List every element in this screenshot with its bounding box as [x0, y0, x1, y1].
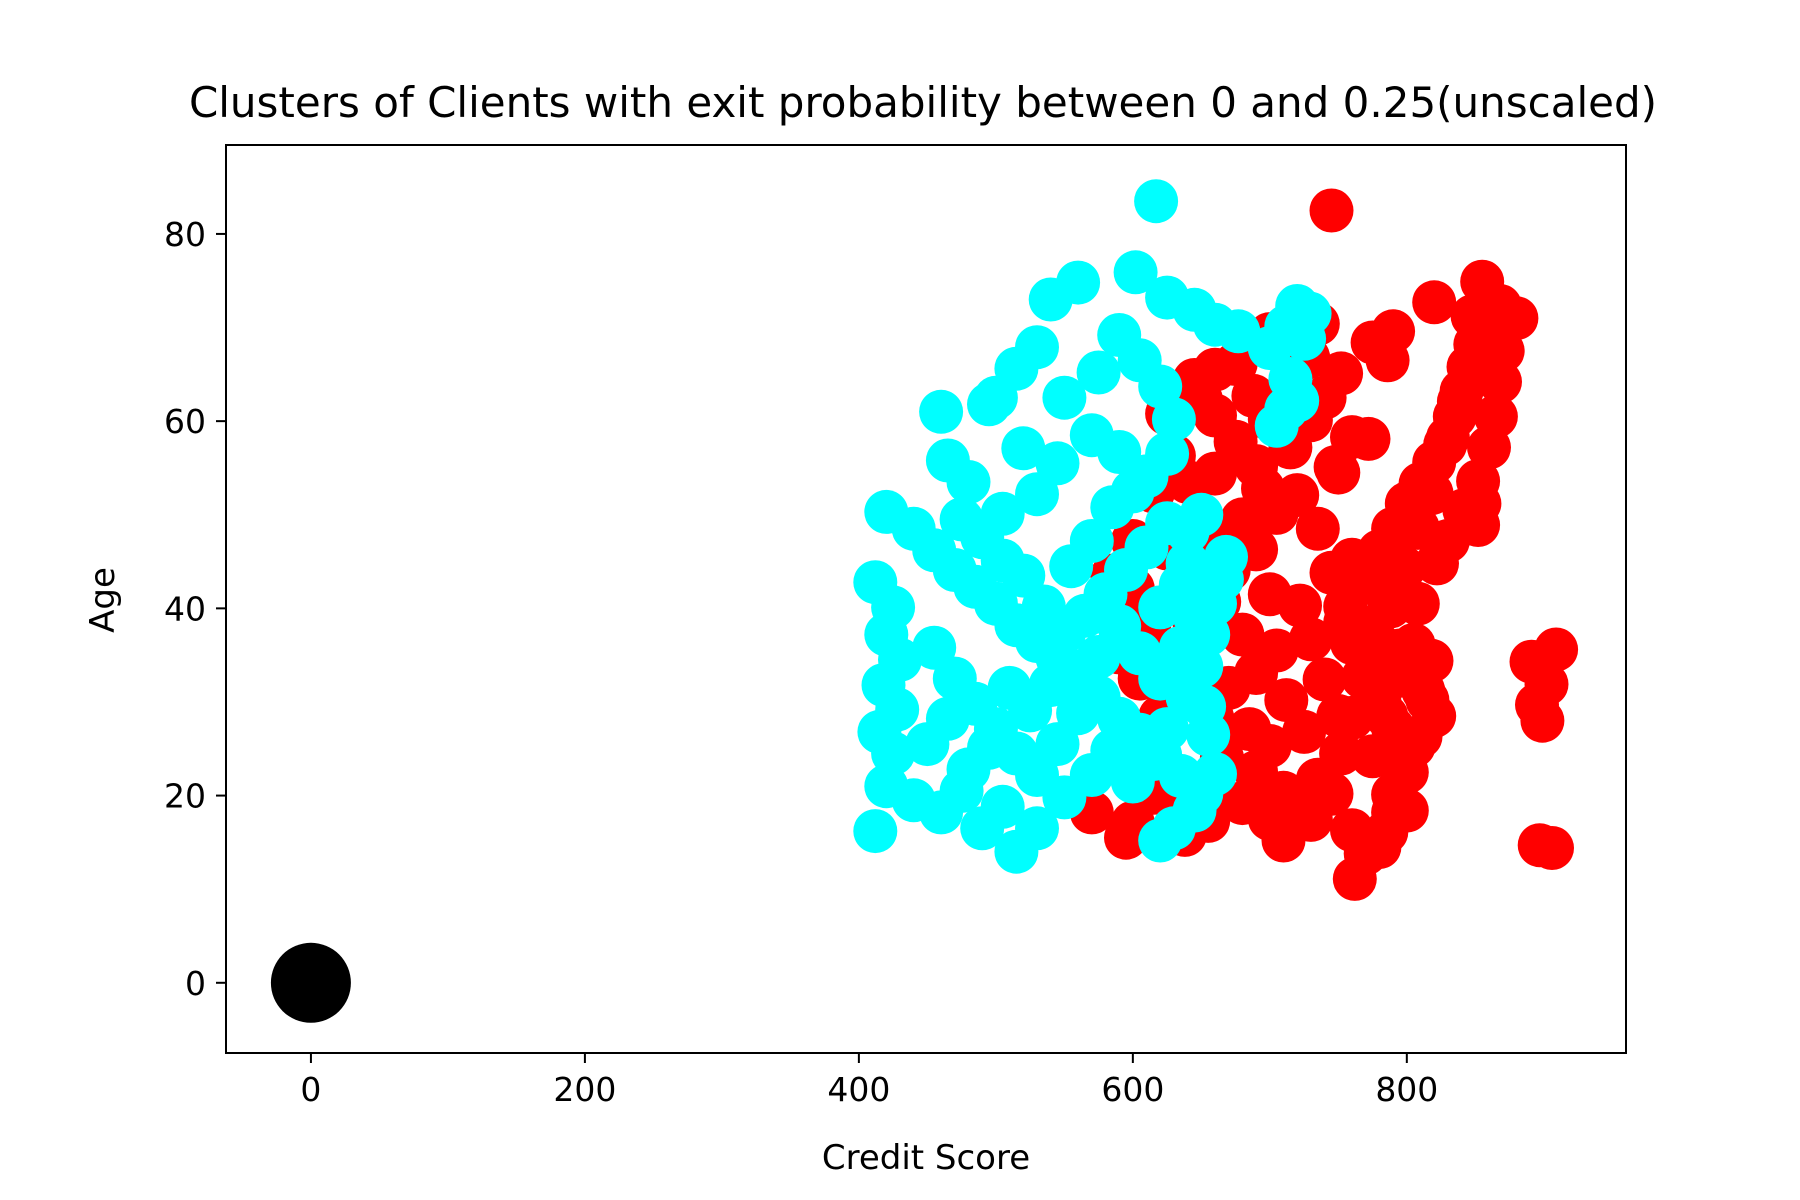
scatter-point [1134, 179, 1179, 224]
scatter-point [1364, 694, 1409, 738]
y-tick-label: 40 [164, 589, 206, 628]
scatter-point [967, 725, 1011, 770]
scatter-point [1450, 294, 1495, 339]
scatter-point [1412, 694, 1457, 738]
scatter-point [1530, 826, 1574, 870]
scatter-point [1076, 635, 1121, 679]
scatter-point [1365, 338, 1410, 383]
scatter-point [1001, 426, 1046, 471]
scatter-point [1145, 707, 1190, 752]
scatter-point [1309, 550, 1354, 595]
scatter-point [1015, 472, 1059, 517]
scatter-point [919, 389, 964, 434]
scatter-point [980, 784, 1025, 829]
y-tick-label: 80 [164, 215, 206, 254]
scatter-point [1534, 627, 1579, 672]
scatter-point [1056, 691, 1101, 736]
x-tick-label: 600 [1101, 1070, 1164, 1109]
scatter-point [1288, 797, 1333, 842]
scatter-point [1104, 815, 1148, 860]
scatter-point [1015, 753, 1059, 797]
scatter-point [1151, 397, 1196, 442]
scatter-point [1069, 413, 1114, 458]
scatter-point [1395, 581, 1440, 626]
y-tick-label: 0 [185, 964, 206, 1003]
scatter-point [946, 460, 991, 504]
scatter-point [1042, 375, 1087, 420]
scatter-point [1456, 503, 1501, 547]
scatter-point [1138, 585, 1183, 630]
scatter-point [1520, 698, 1565, 743]
x-tick-label: 200 [553, 1070, 616, 1109]
scatter-point [1247, 326, 1292, 371]
scatter-point [1278, 583, 1322, 628]
scatter-point [1288, 617, 1333, 662]
scatter-point [1204, 534, 1248, 579]
scatter-point [1264, 387, 1309, 431]
scatter-point [1282, 316, 1327, 361]
scatter-point [1436, 379, 1481, 424]
scatter-point [1241, 466, 1285, 511]
scatter-point [1182, 684, 1227, 729]
scatter-point [1110, 469, 1155, 514]
scatter-point [1341, 655, 1385, 700]
scatter-point [1302, 657, 1347, 702]
scatter-point [939, 497, 984, 542]
scatter-point [1028, 663, 1073, 708]
scatter-point [1409, 471, 1454, 516]
scatter-point [1309, 188, 1354, 233]
scatter-point [1165, 541, 1210, 586]
scatter-point [967, 382, 1011, 427]
axis-ticks: 0 200 400 600 800 0 20 40 60 80 [164, 215, 1438, 1109]
scatter-point [1090, 728, 1135, 773]
plot-frame [225, 144, 1627, 1054]
scatter-point [853, 809, 898, 854]
scatter-point [1021, 584, 1066, 629]
scatter-point [1350, 734, 1395, 779]
scatter-point [1378, 628, 1422, 673]
scatter-point [1332, 856, 1377, 901]
scatter-point [1319, 731, 1364, 776]
scatter-point [1028, 277, 1073, 322]
plot-marks [270, 179, 1579, 1023]
scatter-point [1035, 441, 1080, 486]
scatter-point [1313, 445, 1358, 489]
scatter-point [1035, 722, 1080, 767]
scatter-point [1113, 250, 1158, 295]
scatter-point [871, 731, 916, 776]
y-tick-label: 20 [164, 777, 206, 816]
scatter-point [1360, 566, 1405, 611]
scatter-point [1138, 818, 1183, 863]
scatter-point [1193, 752, 1237, 796]
scatter-point [1069, 519, 1114, 563]
scatter-point [1364, 810, 1409, 855]
x-tick-label: 0 [300, 1070, 321, 1109]
scatter-point [1343, 605, 1388, 650]
y-tick-label: 60 [164, 402, 206, 441]
scatter-point [1076, 350, 1121, 395]
scatter-point [1473, 394, 1518, 439]
x-axis-label: Credit Score [822, 1138, 1030, 1178]
scatter-point [1220, 612, 1265, 657]
x-tick-label: 400 [827, 1070, 890, 1109]
scatter-point [1346, 416, 1391, 461]
scatter-point [1015, 806, 1059, 851]
scatter-point [1412, 280, 1457, 325]
scatter-point [912, 625, 957, 670]
centroid-point [270, 942, 351, 1023]
x-tick-label: 800 [1375, 1070, 1438, 1109]
scatter-point [1423, 422, 1468, 467]
scatter-point [1213, 342, 1258, 386]
scatter-point [1295, 506, 1340, 551]
scatter-point [1282, 709, 1327, 754]
chart-title: Clusters of Clients with exit probabilit… [189, 78, 1657, 127]
scatter-point [925, 696, 970, 741]
scatter-point [1138, 656, 1183, 701]
scatter-point [1330, 695, 1374, 740]
y-axis-label: Age [83, 567, 123, 633]
